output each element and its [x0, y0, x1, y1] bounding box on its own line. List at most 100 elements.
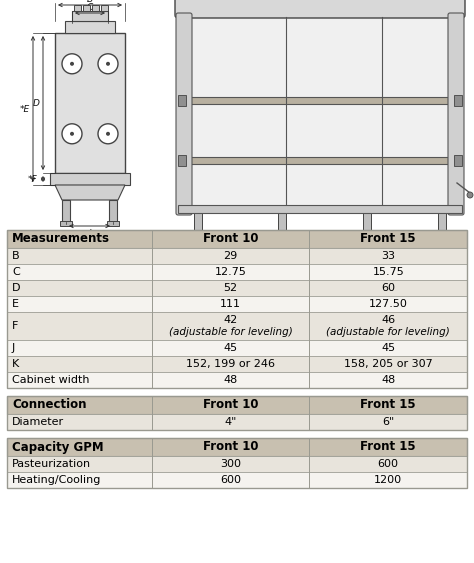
Bar [192, 241, 204, 245]
Circle shape [98, 54, 118, 74]
Text: 6": 6" [382, 417, 394, 427]
Circle shape [62, 54, 82, 74]
Text: Front 15: Front 15 [360, 399, 416, 412]
Text: Capacity GPM: Capacity GPM [12, 440, 104, 454]
Bar [276, 241, 288, 245]
Bar [50, 173, 130, 185]
Text: 52: 52 [224, 283, 238, 293]
Text: B: B [12, 251, 19, 261]
Text: Cabinet width: Cabinet width [12, 375, 90, 385]
Text: *E: *E [20, 105, 30, 114]
Text: 42: 42 [224, 315, 238, 325]
Text: (adjustable for leveling): (adjustable for leveling) [169, 327, 292, 337]
Bar [72, 11, 108, 21]
Bar [7, 230, 467, 248]
Text: 300: 300 [220, 459, 241, 469]
Text: 33: 33 [381, 251, 395, 261]
Bar [7, 438, 467, 456]
Text: Diameter: Diameter [12, 417, 64, 427]
Text: 906-001: 906-001 [428, 265, 462, 274]
Bar [92, 5, 99, 11]
Bar [7, 396, 467, 414]
Bar [454, 154, 462, 166]
Bar [7, 296, 467, 312]
Text: 12.75: 12.75 [215, 267, 246, 277]
Text: 45: 45 [381, 343, 395, 353]
Bar [278, 213, 286, 243]
Bar [55, 33, 125, 173]
Bar [107, 221, 119, 226]
Text: 600: 600 [220, 475, 241, 485]
Bar [109, 200, 117, 222]
Bar [361, 241, 373, 245]
Bar [178, 95, 186, 106]
Text: 158, 205 or 307: 158, 205 or 307 [344, 359, 433, 369]
Text: 127.50: 127.50 [369, 299, 408, 309]
Text: 48: 48 [224, 375, 238, 385]
Bar [7, 312, 467, 340]
Bar [62, 200, 70, 222]
Text: 15.75: 15.75 [373, 267, 404, 277]
Bar [178, 154, 186, 166]
Text: 29: 29 [224, 251, 238, 261]
Text: Front 15: Front 15 [360, 440, 416, 454]
Bar [7, 230, 467, 388]
Text: Front 10: Front 10 [203, 440, 258, 454]
Bar [7, 248, 467, 264]
Circle shape [106, 132, 110, 136]
Bar [438, 213, 446, 243]
Circle shape [98, 124, 118, 144]
Text: 600: 600 [378, 459, 399, 469]
Bar [65, 21, 115, 33]
Text: F: F [12, 321, 18, 331]
Text: Front 15: Front 15 [360, 233, 416, 245]
Bar [178, 15, 462, 213]
Bar [7, 414, 467, 430]
Bar [7, 264, 467, 280]
Bar [454, 95, 462, 106]
Text: D: D [12, 283, 20, 293]
Text: Front 10: Front 10 [203, 233, 258, 245]
Bar [194, 213, 202, 243]
Text: 46: 46 [381, 315, 395, 325]
Bar [436, 241, 448, 245]
Text: (adjustable for leveling): (adjustable for leveling) [327, 327, 450, 337]
Bar [7, 456, 467, 472]
Bar [60, 221, 72, 226]
Bar [101, 5, 108, 11]
Circle shape [62, 124, 82, 144]
Circle shape [467, 192, 473, 198]
Bar [178, 205, 462, 213]
Circle shape [106, 62, 110, 66]
FancyBboxPatch shape [448, 13, 464, 215]
Polygon shape [55, 185, 125, 200]
Bar [7, 280, 467, 296]
Text: D: D [33, 99, 39, 108]
Text: Measurements: Measurements [12, 233, 110, 245]
Text: C: C [87, 3, 93, 12]
Text: J: J [88, 229, 91, 238]
Text: Heating/Cooling: Heating/Cooling [12, 475, 101, 485]
Bar [83, 5, 90, 11]
Text: 45: 45 [224, 343, 238, 353]
Circle shape [70, 62, 74, 66]
Circle shape [70, 132, 74, 136]
Text: E: E [12, 299, 19, 309]
Text: B: B [87, 0, 93, 3]
Text: K: K [12, 359, 19, 369]
Bar [363, 213, 371, 243]
Bar [0, 0, 474, 230]
Bar [7, 438, 467, 488]
Text: Pasteurization: Pasteurization [12, 459, 91, 469]
Bar [7, 356, 467, 372]
Text: 4": 4" [225, 417, 237, 427]
Bar [186, 157, 454, 163]
Text: *F: *F [28, 175, 38, 184]
Text: 1200: 1200 [374, 475, 402, 485]
Bar [7, 372, 467, 388]
Text: 111: 111 [220, 299, 241, 309]
Bar [7, 340, 467, 356]
FancyBboxPatch shape [175, 0, 465, 18]
Text: Front 10: Front 10 [203, 399, 258, 412]
Bar [7, 396, 467, 430]
